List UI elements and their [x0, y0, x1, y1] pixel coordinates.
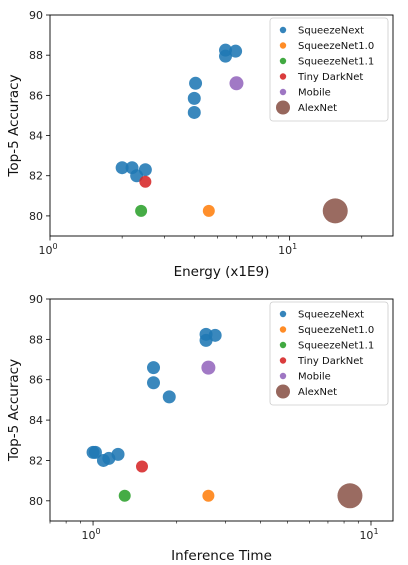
y-tick-label: 90 — [29, 293, 43, 306]
y-tick-label: 90 — [29, 9, 43, 22]
chart-panel-1: 80 82 84 86 88 90 100 101 Energy (x1E9) Top-5 Acc… — [6, 9, 394, 280]
y-tick-label: 88 — [29, 49, 43, 62]
plot-frame — [49, 14, 394, 237]
legend-marker — [279, 73, 287, 80]
legend-marker — [279, 88, 287, 96]
legend-marker — [276, 100, 290, 115]
data-point — [111, 447, 125, 461]
data-point — [147, 361, 161, 375]
y-tick-label: 86 — [29, 374, 43, 387]
data-point — [208, 328, 222, 342]
legend-marker — [279, 310, 287, 318]
data-point — [219, 49, 233, 63]
data-point — [202, 204, 215, 217]
data-point — [147, 376, 161, 390]
data-point — [229, 44, 243, 58]
data-point — [115, 161, 129, 175]
data-point — [135, 204, 148, 217]
legend-marker — [276, 384, 290, 399]
x-tick-label: 100 — [38, 242, 57, 257]
legend-marker — [279, 57, 287, 65]
data-point — [139, 175, 152, 188]
data-point — [201, 360, 216, 375]
legend-label: Tiny DarkNet — [297, 72, 363, 83]
legend-marker — [279, 42, 287, 49]
data-point — [187, 91, 201, 105]
plot-frame — [49, 298, 394, 522]
y-tick-label: 80 — [29, 495, 43, 508]
data-point — [189, 76, 203, 90]
y-axis-label: Top-5 Accuracy — [6, 359, 22, 462]
legend-marker — [279, 341, 287, 349]
legend-label: Mobile — [298, 372, 331, 383]
legend-label: Tiny DarkNet — [297, 356, 363, 367]
data-point — [187, 105, 201, 119]
data-point — [88, 445, 102, 459]
legend-label: SqueezeNet1.0 — [298, 41, 374, 52]
data-point — [162, 390, 176, 404]
legend-box — [269, 17, 389, 122]
y-axis-label: Top-5 Accuracy — [6, 74, 22, 177]
legend-label: SqueezeNet1.0 — [298, 325, 374, 336]
data-point — [322, 198, 348, 224]
y-tick-label: 82 — [29, 454, 43, 467]
legend-label: Mobile — [298, 88, 331, 99]
data-point — [337, 483, 363, 509]
legend-marker — [279, 372, 287, 380]
legend-marker — [279, 26, 287, 34]
y-tick-label: 84 — [29, 414, 43, 427]
legend-label: SqueezeNext — [298, 310, 364, 321]
legend-label: AlexNet — [298, 103, 337, 114]
x-tick-label: 101 — [359, 527, 378, 542]
data-point — [229, 76, 244, 91]
legend-marker — [279, 326, 287, 333]
legend-label: SqueezeNet1.1 — [298, 57, 374, 68]
data-point — [118, 489, 131, 502]
y-tick-label: 88 — [29, 333, 43, 346]
legend-label: AlexNet — [298, 387, 337, 398]
y-tick-label: 86 — [29, 89, 43, 102]
data-point — [135, 460, 148, 473]
legend-marker — [279, 357, 287, 364]
data-point — [138, 163, 152, 177]
legend-label: SqueezeNext — [298, 26, 364, 37]
x-tick-label: 101 — [278, 242, 297, 257]
y-tick-label: 80 — [29, 210, 43, 223]
chart-panel-2: 80 82 84 86 88 90 100 101 Inference Time Top-5 Ac… — [6, 293, 394, 564]
legend-label: SqueezeNet1.1 — [298, 341, 374, 352]
x-axis-label: Inference Time — [171, 548, 272, 564]
y-tick-label: 82 — [29, 170, 43, 183]
x-tick-label: 100 — [82, 527, 101, 542]
legend-box — [269, 301, 389, 406]
x-axis-label: Energy (x1E9) — [174, 264, 270, 280]
y-tick-label: 84 — [29, 130, 43, 143]
data-point — [202, 489, 215, 502]
